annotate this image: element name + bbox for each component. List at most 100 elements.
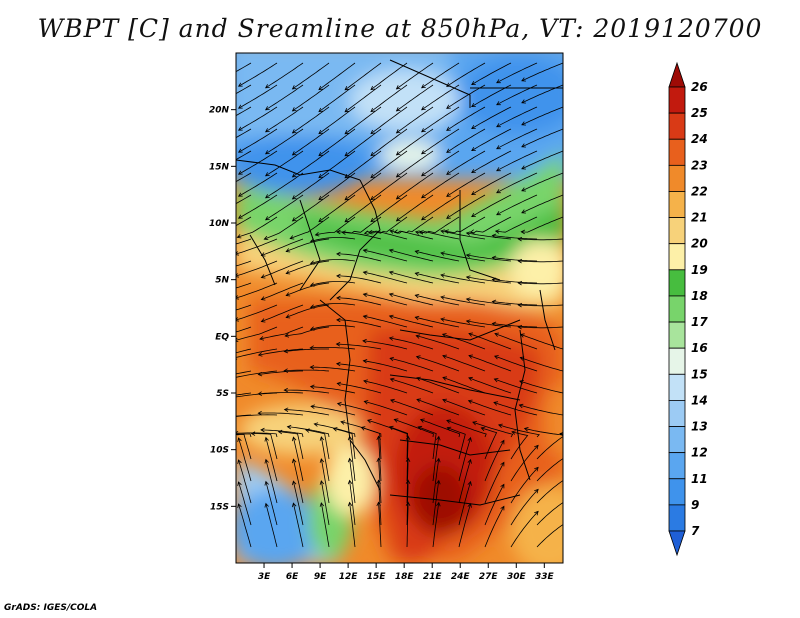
colorbar-segment [668, 164, 686, 192]
streamline-arrow [496, 79, 501, 84]
streamline [292, 150, 330, 178]
streamline-arrow [264, 458, 269, 464]
streamline-arrow [370, 195, 375, 201]
streamline [349, 480, 356, 526]
streamline-arrow [467, 399, 473, 404]
streamline-arrow [360, 426, 366, 431]
streamline-arrow [405, 435, 411, 440]
lon-tick-label: 24E [451, 572, 471, 582]
streamline [518, 238, 563, 241]
streamline [236, 414, 278, 417]
streamline [336, 343, 382, 350]
colorbar-segment [668, 373, 686, 401]
streamline [458, 437, 471, 482]
streamline [320, 502, 330, 548]
streamline [496, 172, 538, 194]
streamline [337, 383, 382, 394]
streamline [364, 230, 408, 240]
streamline [236, 216, 252, 227]
streamline [236, 326, 252, 333]
streamline [421, 84, 460, 111]
streamline [236, 282, 278, 299]
streamline-arrow [446, 126, 451, 131]
streamline [251, 433, 278, 460]
streamline-arrow [264, 216, 270, 221]
streamline [293, 503, 304, 548]
streamline-arrow [493, 378, 499, 383]
streamline-arrow [441, 333, 447, 338]
colorbar-label: 14 [691, 393, 708, 407]
streamline-arrow [344, 108, 350, 113]
streamline-arrow [446, 426, 452, 431]
streamline [396, 150, 434, 178]
streamline [446, 172, 486, 197]
streamline-arrow [436, 501, 441, 507]
streamline [318, 62, 356, 90]
streamline-arrow [520, 229, 526, 235]
streamline [458, 503, 471, 548]
streamline-arrow [309, 384, 315, 390]
colorbar-label: 25 [691, 106, 708, 120]
streamline [236, 348, 252, 354]
streamline-arrow [362, 248, 368, 254]
temperature-field [236, 53, 563, 563]
streamline [396, 106, 434, 134]
streamline [518, 304, 563, 307]
streamline-arrow [309, 326, 315, 331]
streamline-arrow [264, 84, 270, 89]
streamline [287, 426, 330, 438]
streamline [415, 272, 460, 284]
streamline-arrow [263, 235, 269, 240]
streamline-arrow [260, 318, 266, 323]
streamline [261, 238, 304, 256]
streamline [258, 412, 304, 416]
streamline-arrow [367, 229, 373, 235]
colorbar-label: 16 [691, 341, 708, 355]
streamline [521, 62, 563, 82]
streamline-arrow [436, 435, 441, 441]
streamline [337, 403, 382, 416]
colorbar-label: 19 [691, 263, 708, 277]
streamline [367, 419, 408, 438]
streamline [336, 253, 382, 262]
streamline [236, 370, 252, 375]
streamline-arrow [442, 354, 447, 359]
streamline [236, 432, 278, 438]
lat-tick-label: 10S [210, 446, 229, 456]
streamline-arrow [237, 104, 243, 109]
streamline [286, 304, 330, 318]
streamline-arrow [291, 217, 297, 222]
streamline-arrow [236, 317, 239, 322]
streamline [236, 433, 252, 460]
streamline-arrow [419, 418, 425, 423]
streamline [536, 433, 563, 460]
streamline-arrow [291, 502, 297, 508]
streamline [442, 333, 486, 350]
streamline-arrow [283, 407, 289, 412]
streamline [237, 216, 278, 238]
streamline-arrow [237, 214, 243, 219]
streamline-arrow [389, 356, 395, 362]
streamline-arrow [534, 488, 539, 494]
streamline-arrow [362, 338, 367, 344]
streamline-arrow [440, 229, 445, 234]
streamline [432, 502, 440, 548]
streamline [344, 106, 382, 135]
streamline [378, 502, 382, 548]
streamline-arrow [471, 212, 476, 218]
streamline [468, 377, 512, 394]
streamline [370, 128, 408, 156]
streamline-arrow [367, 419, 372, 424]
streamline-arrow [344, 152, 350, 157]
streamline [236, 62, 252, 73]
streamline-arrow [291, 129, 297, 134]
streamline-arrow [250, 431, 256, 436]
streamline [336, 363, 382, 372]
streamline [293, 481, 304, 526]
streamline [236, 260, 278, 277]
streamline [284, 369, 330, 372]
streamline [466, 276, 512, 284]
streamline-arrow [376, 435, 381, 441]
streamline-arrow [237, 437, 242, 442]
streamline-arrow [498, 423, 503, 428]
